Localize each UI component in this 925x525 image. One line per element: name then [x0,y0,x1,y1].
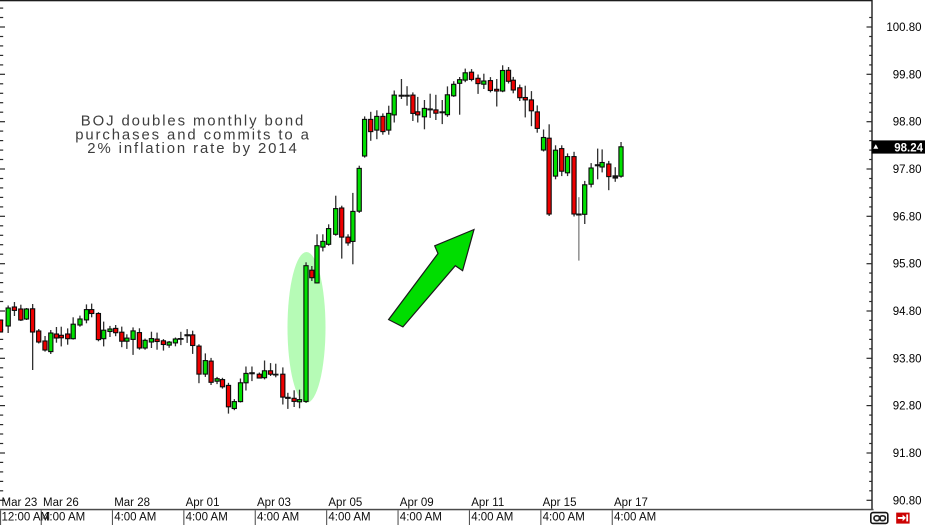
svg-text:Apr 01: Apr 01 [186,497,220,509]
svg-text:Mar 28: Mar 28 [114,497,150,509]
svg-text:92.80: 92.80 [893,401,922,413]
svg-text:Apr 09: Apr 09 [400,497,434,509]
svg-text:4:00 AM: 4:00 AM [257,512,299,524]
svg-text:90.80: 90.80 [893,495,922,507]
svg-text:95.80: 95.80 [893,259,922,271]
svg-text:Mar 23: Mar 23 [2,497,38,509]
svg-text:4:00 AM: 4:00 AM [471,512,513,524]
svg-text:BOJ doubles monthly bond: BOJ doubles monthly bond [81,114,305,130]
svg-text:96.80: 96.80 [893,211,922,223]
svg-text:91.80: 91.80 [893,448,922,460]
svg-text:purchases and commits to a: purchases and commits to a [75,127,311,143]
svg-text:4:00 AM: 4:00 AM [614,512,656,524]
svg-text:99.80: 99.80 [893,69,922,81]
svg-text:12:00 AM: 12:00 AM [2,512,51,524]
svg-text:Apr 17: Apr 17 [614,497,648,509]
svg-text:4:00 AM: 4:00 AM [328,512,370,524]
svg-text:98.80: 98.80 [893,117,922,129]
svg-text:4:00 AM: 4:00 AM [43,512,85,524]
svg-text:4:00 AM: 4:00 AM [543,512,585,524]
svg-text:93.80: 93.80 [893,353,922,365]
svg-text:100.80: 100.80 [886,22,921,34]
svg-text:4:00 AM: 4:00 AM [186,512,228,524]
svg-text:94.80: 94.80 [893,306,922,318]
svg-text:4:00 AM: 4:00 AM [114,512,156,524]
svg-text:Apr 03: Apr 03 [257,497,291,509]
svg-text:4:00 AM: 4:00 AM [400,512,442,524]
svg-text:Apr 15: Apr 15 [543,497,577,509]
svg-text:Apr 11: Apr 11 [471,497,504,509]
svg-text:2% inflation rate by 2014: 2% inflation rate by 2014 [87,141,298,157]
svg-text:Mar 26: Mar 26 [43,497,79,509]
svg-text:98.24: 98.24 [894,143,923,155]
svg-text:Apr 05: Apr 05 [328,497,362,509]
svg-text:97.80: 97.80 [893,164,922,176]
